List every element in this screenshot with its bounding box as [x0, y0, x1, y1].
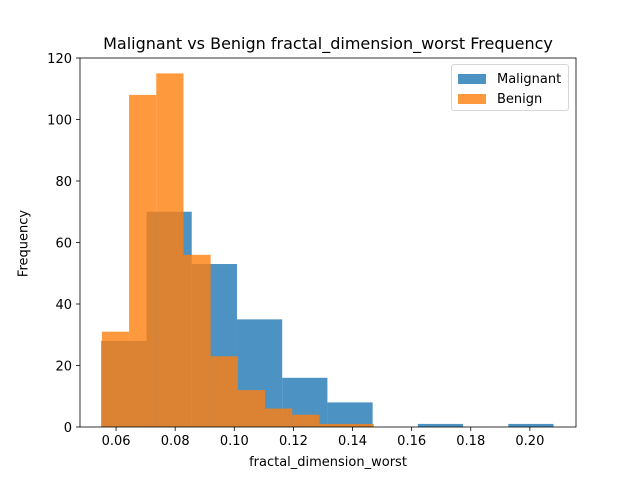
legend-swatch-malignant [458, 74, 486, 84]
bar-benign-7 [292, 414, 320, 427]
legend-item-malignant: Malignant [458, 69, 562, 89]
legend-swatch-benign [458, 94, 486, 104]
x-tick-label-0.10: 0.10 [220, 434, 249, 449]
x-tick-label-0.12: 0.12 [279, 434, 308, 449]
bar-benign-9 [346, 423, 374, 427]
bar-benign-0 [101, 331, 130, 427]
legend: Malignant Benign [451, 64, 569, 111]
y-tick-label-40: 40 [55, 298, 72, 313]
bar-malignant-5 [327, 402, 373, 427]
legend-label-malignant: Malignant [497, 71, 562, 87]
chart-title: Malignant vs Benign fractal_dimension_wo… [103, 34, 553, 53]
x-tick-label-0.16: 0.16 [397, 434, 426, 449]
bar-benign-8 [319, 423, 347, 427]
y-axis-label: Frequency [16, 209, 32, 278]
x-tick-label-0.14: 0.14 [338, 434, 367, 449]
bar-benign-3 [183, 254, 211, 427]
x-tick-label-0.20: 0.20 [515, 434, 544, 449]
bar-benign-1 [129, 94, 157, 428]
y-tick-label-120: 120 [47, 52, 72, 67]
bar-malignant-9 [508, 423, 554, 427]
bar-benign-2 [156, 73, 184, 427]
y-tick-label-100: 100 [47, 114, 72, 129]
bar-benign-5 [237, 390, 266, 427]
x-tick-label-0.06: 0.06 [102, 434, 131, 449]
y-tick-label-20: 20 [55, 360, 72, 375]
y-tick-label-60: 60 [55, 237, 72, 252]
legend-label-benign: Benign [497, 91, 543, 107]
x-axis-label: fractal_dimension_worst [249, 455, 407, 470]
x-tick-label-0.08: 0.08 [161, 434, 190, 449]
bar-benign-4 [210, 356, 238, 427]
x-tick-label-0.18: 0.18 [456, 434, 485, 449]
y-tick-label-80: 80 [55, 175, 72, 190]
bar-benign-6 [265, 408, 293, 427]
bar-malignant-7 [417, 423, 464, 427]
y-tick-label-0: 0 [64, 421, 72, 436]
legend-item-benign: Benign [458, 89, 562, 109]
